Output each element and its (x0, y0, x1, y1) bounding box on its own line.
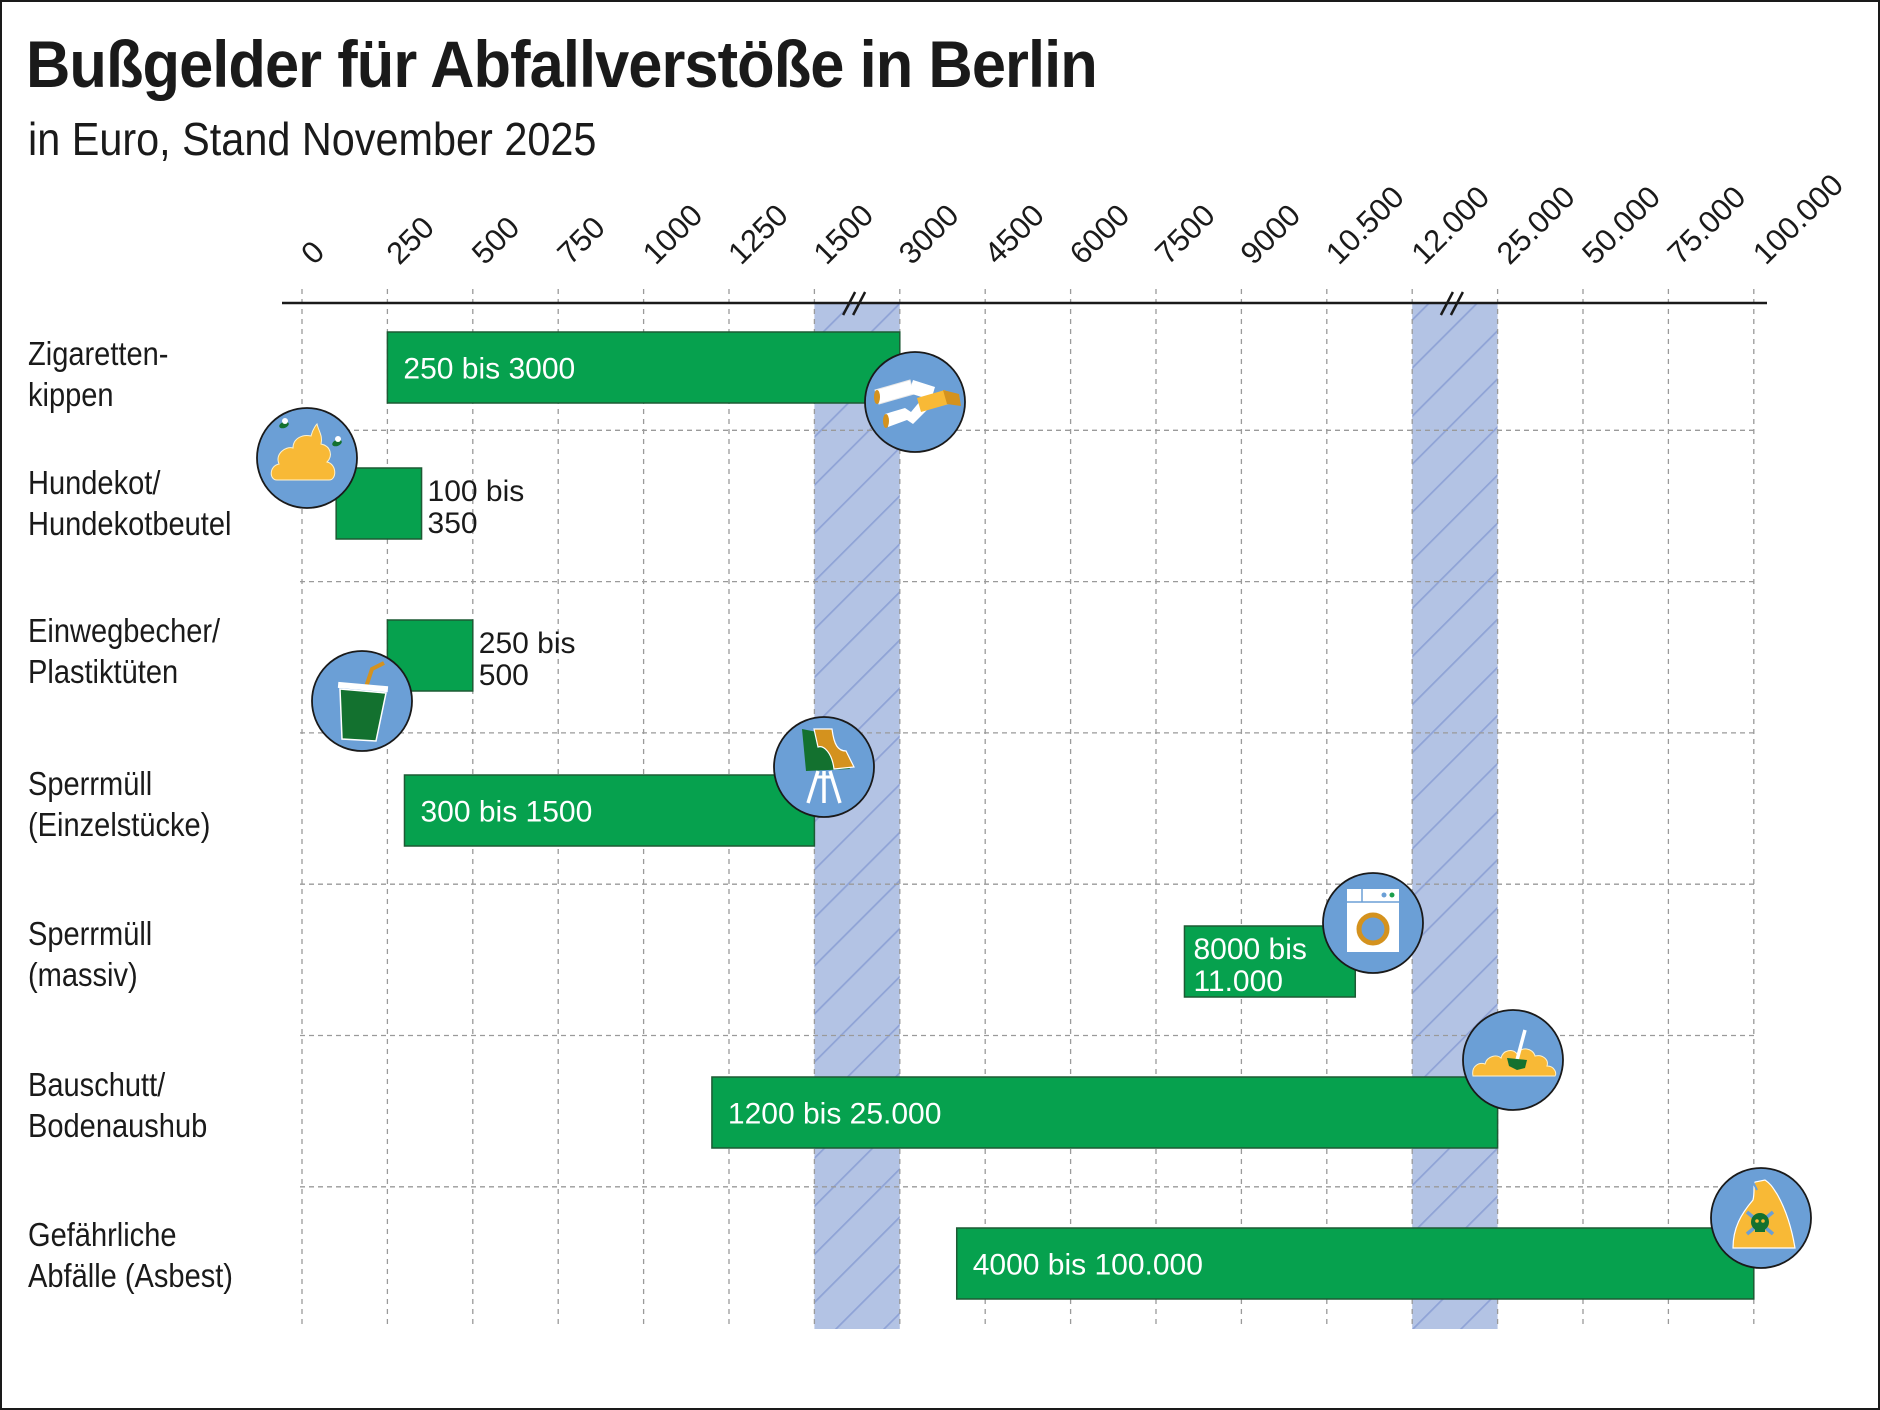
x-tick-label: 250 (380, 210, 441, 271)
bar-value-label: 100 bis (428, 475, 525, 508)
bar-value-label: 8000 bis (1193, 933, 1306, 966)
bar-value-label: 4000 bis 100.000 (973, 1249, 1203, 1282)
rubble-shovel-icon (1462, 1009, 1564, 1111)
x-tick-label: 4500 (977, 197, 1051, 271)
category-label-line: Bauschutt/ (28, 1066, 166, 1103)
category-label-line: kippen (28, 376, 114, 413)
x-tick-label: 6000 (1063, 197, 1137, 271)
axis-break-mark (851, 291, 867, 316)
bar-value-label: 11.000 (1193, 965, 1283, 998)
bar-value-label: 300 bis 1500 (420, 796, 592, 829)
chart-title: Bußgelder für Abfallverstöße in Berlin (26, 27, 1098, 101)
category-label-line: Bodenaushub (28, 1107, 208, 1144)
category-label-line: (Einzelstücke) (28, 806, 211, 843)
category-label-line: Sperrmüll (28, 915, 153, 952)
x-tick-label: 50.000 (1575, 179, 1667, 271)
axis-break-mark (1439, 291, 1455, 316)
disposable-cup-icon (311, 650, 413, 752)
x-tick-label: 25.000 (1490, 179, 1582, 271)
x-tick-label: 0 (294, 234, 331, 271)
category-label-line: Hundekotbeutel (28, 505, 232, 542)
x-tick-label: 9000 (1234, 197, 1308, 271)
category-label: Einwegbecher/Plastiktüten (28, 610, 220, 692)
category-label-line: Abfälle (Asbest) (28, 1257, 233, 1294)
bar-value-label: 500 (479, 659, 529, 692)
category-label: Sperrmüll (Einzelstücke) (28, 763, 210, 845)
x-tick-label: 3000 (892, 197, 966, 271)
icon-background (864, 351, 966, 453)
category-label-line: Plastiktüten (28, 653, 179, 690)
x-tick-label: 1250 (721, 197, 795, 271)
icon-art (270, 418, 342, 481)
cigarette-butts-icon (864, 351, 966, 453)
x-tick-label: 75.000 (1661, 179, 1753, 271)
x-axis (282, 291, 1767, 316)
category-label-line: Sperrmüll (28, 765, 153, 802)
chart-subtitle: in Euro, Stand November 2025 (28, 113, 597, 165)
bar-value-label: 250 bis 3000 (403, 353, 575, 386)
icon-art (1732, 1179, 1796, 1249)
category-label-line: Hundekot/ (28, 464, 161, 501)
x-tick-label: 7500 (1148, 197, 1222, 271)
icon-art (1347, 889, 1399, 952)
icon-art (1472, 1029, 1557, 1077)
category-label: Sperrmüll (massiv) (28, 913, 152, 995)
category-label-line: Gefährliche (28, 1216, 177, 1253)
x-tick-label: 100.000 (1746, 167, 1850, 271)
x-tick-label: 1000 (636, 197, 710, 271)
axis-break-mark (841, 291, 857, 316)
x-tick-labels: 0 250 500 750 1000 1250 1500 3000 4500 6000 7500 90… (294, 167, 1850, 271)
x-tick-label: 1500 (807, 197, 881, 271)
washing-machine-icon (1322, 872, 1424, 974)
dog-poop-icon (256, 407, 358, 509)
category-label: Bauschutt/Bodenaushub (28, 1064, 207, 1146)
x-tick-label: 750 (550, 210, 611, 271)
axis-break-bands (814, 303, 1498, 1329)
range-bar (403, 774, 816, 847)
axis-break-band (1412, 303, 1498, 1329)
category-label-line: (massiv) (28, 956, 138, 993)
bar-value-label: 250 bis (479, 627, 576, 660)
range-bar (955, 1227, 1755, 1300)
axis-break-mark (1449, 291, 1465, 316)
category-label: Hundekot/Hundekotbeutel (28, 462, 231, 544)
category-label-line: Zigaretten- (28, 335, 169, 372)
category-icons (256, 351, 1812, 1269)
category-label: Gefährliche Abfälle (Asbest) (28, 1214, 233, 1296)
category-label: Zigaretten-kippen (28, 333, 168, 415)
icon-art (874, 379, 961, 428)
range-bar (386, 331, 901, 404)
icon-art (802, 728, 855, 804)
hazardous-waste-icon (1710, 1167, 1812, 1269)
x-tick-label: 500 (465, 210, 526, 271)
bar-value-label: 1200 bis 25.000 (728, 1098, 942, 1131)
x-tick-label: 10.500 (1319, 179, 1411, 271)
icon-art (337, 661, 389, 742)
range-bar (711, 1076, 1499, 1149)
category-label-line: Einwegbecher/ (28, 612, 221, 649)
chair-icon (773, 716, 875, 818)
bar-value-label: 350 (428, 507, 478, 540)
x-tick-label: 12.000 (1404, 179, 1496, 271)
